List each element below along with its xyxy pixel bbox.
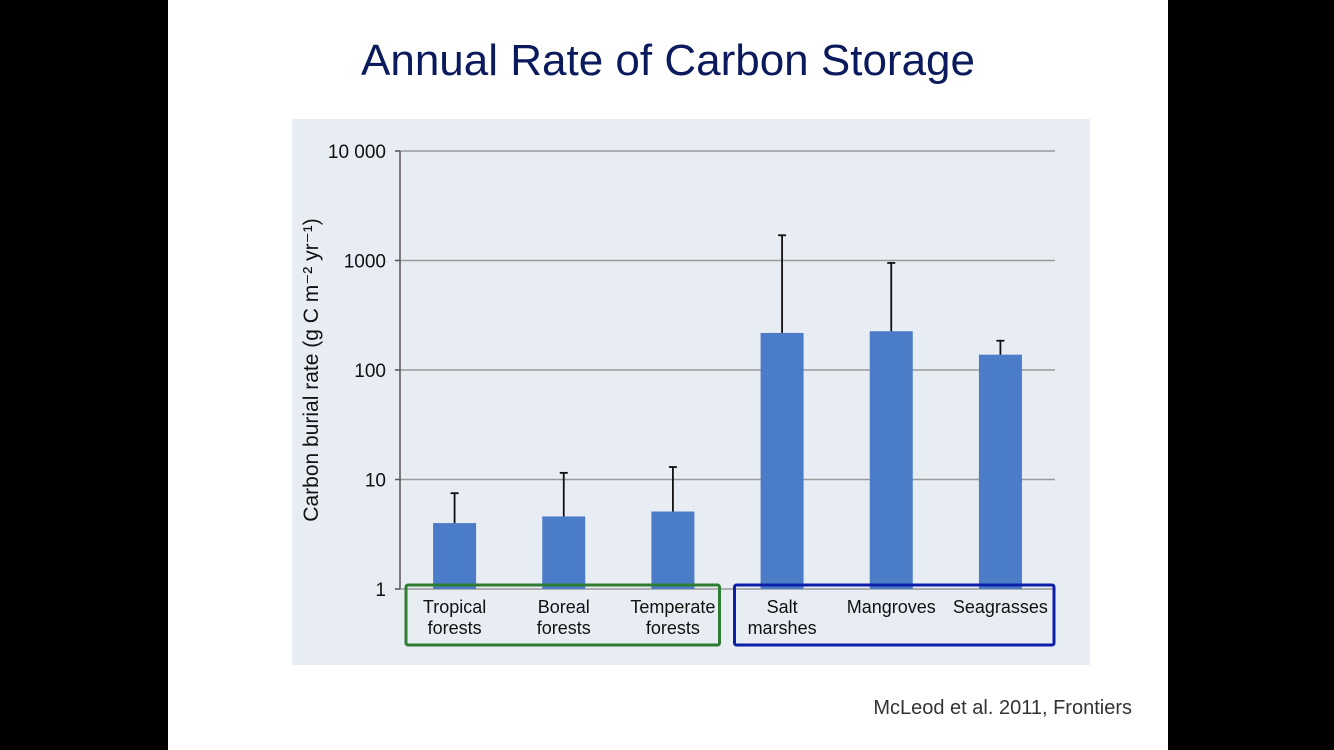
x-category-label: Temperate — [630, 597, 715, 617]
bar — [542, 516, 586, 589]
bar-chart: 1 10 100 1000 10 000 Carbon burial rate (g C … — [300, 142, 1056, 647]
x-category-label: forests — [537, 618, 591, 638]
y-tick-label: 1000 — [344, 252, 386, 273]
slide: Annual Rate of Carbon Storage 1 10 100 1000… — [168, 0, 1168, 750]
bar — [651, 511, 695, 589]
slide-title: Annual Rate of Carbon Storage — [361, 36, 975, 85]
x-category-label: Salt — [767, 597, 798, 617]
x-category-label: Tropical — [423, 597, 486, 617]
x-category-label: Seagrasses — [953, 597, 1048, 617]
y-tick-label: 1 — [375, 580, 386, 601]
bar — [978, 354, 1022, 589]
y-tick-label: 10 000 — [328, 142, 386, 163]
x-category-label: Mangroves — [847, 597, 936, 617]
citation: McLeod et al. 2011, Frontiers — [873, 697, 1132, 719]
x-category-label: forests — [646, 618, 700, 638]
x-category-label: Boreal — [538, 597, 590, 617]
category-group-box — [404, 583, 721, 647]
y-axis-label: Carbon burial rate (g C m⁻² yr⁻¹) — [300, 218, 323, 521]
bar — [760, 332, 804, 589]
bar — [433, 523, 477, 589]
y-tick-label: 10 — [365, 471, 386, 492]
x-category-label: marshes — [748, 618, 817, 638]
category-group-box — [733, 583, 1056, 647]
chart-panel: 1 10 100 1000 10 000 Carbon burial rate (g C … — [292, 119, 1090, 665]
y-tick-label: 100 — [354, 361, 386, 382]
bar — [869, 331, 913, 589]
x-category-label: forests — [428, 618, 482, 638]
